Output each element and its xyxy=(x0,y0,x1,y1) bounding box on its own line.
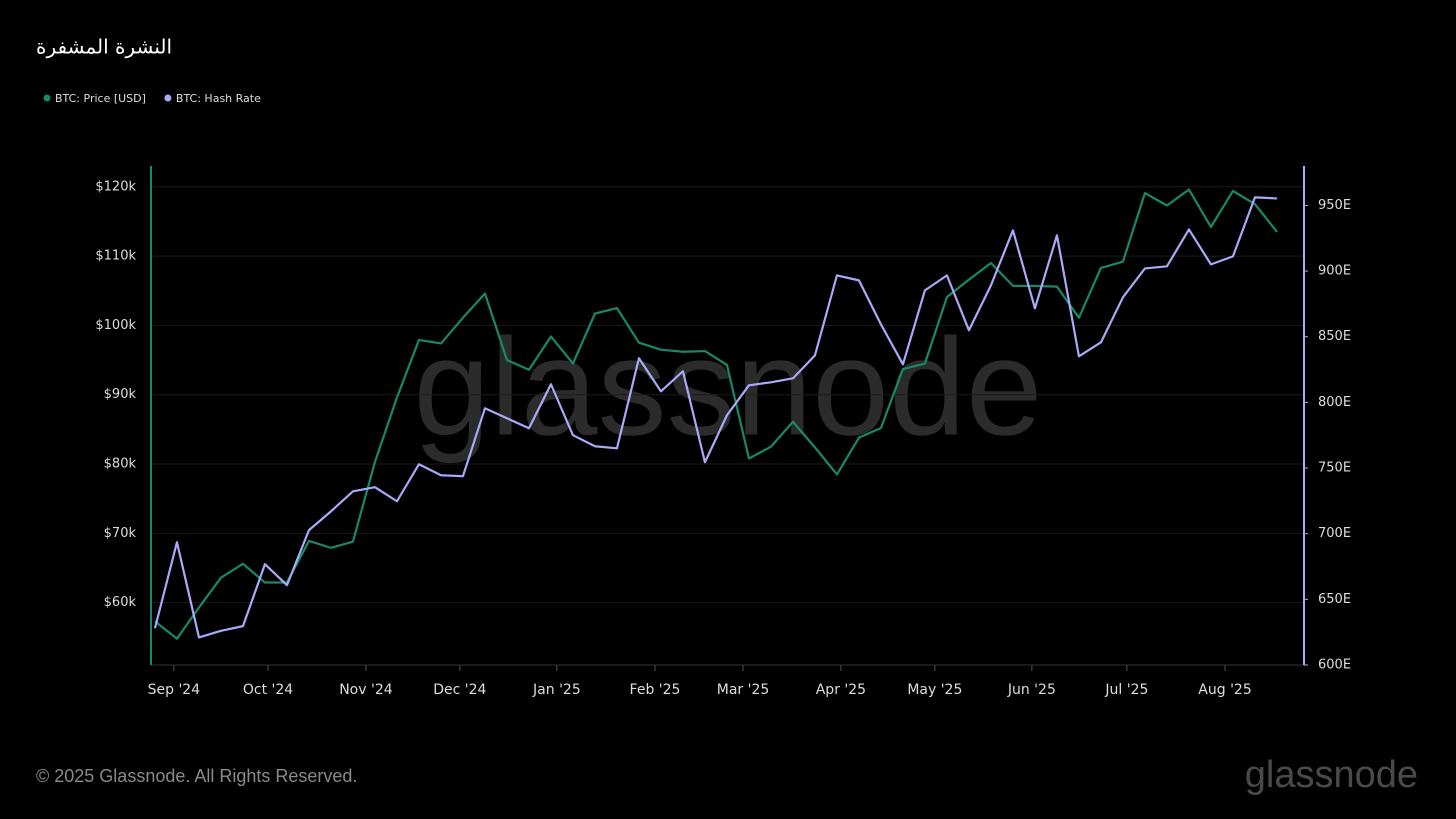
y2-tick-label: 650E xyxy=(1318,592,1351,607)
x-tick-label: Jan '25 xyxy=(532,682,581,698)
y2-tick-label: 750E xyxy=(1318,461,1351,476)
y-tick-label: $110k xyxy=(95,249,136,264)
legend-marker xyxy=(164,94,172,102)
watermark: glassnode xyxy=(413,310,1042,464)
y-tick-label: $60k xyxy=(104,595,137,610)
x-tick-label: Apr '25 xyxy=(816,682,866,698)
series-line xyxy=(154,188,1278,640)
x-tick-label: Jun '25 xyxy=(1007,682,1056,698)
x-tick-label: Jul '25 xyxy=(1104,682,1148,698)
chart-title: النشرة المشفرة xyxy=(36,35,172,59)
copyright: © 2025 Glassnode. All Rights Reserved. xyxy=(36,766,357,786)
x-tick-label: Sep '24 xyxy=(148,682,201,698)
legend-label: BTC: Hash Rate xyxy=(176,92,261,105)
y2-tick-label: 600E xyxy=(1318,658,1351,673)
y2-tick-label: 900E xyxy=(1318,264,1351,279)
y-tick-label: $90k xyxy=(104,387,137,402)
legend-label: BTC: Price [USD] xyxy=(55,92,146,105)
x-tick-label: May '25 xyxy=(907,682,962,698)
x-tick-label: Mar '25 xyxy=(717,682,770,698)
y2-tick-label: 950E xyxy=(1318,198,1351,213)
x-tick-label: Dec '24 xyxy=(433,682,486,698)
y-tick-label: $100k xyxy=(95,318,136,333)
y-tick-label: $80k xyxy=(104,457,137,472)
x-tick-label: Aug '25 xyxy=(1198,682,1251,698)
y2-tick-label: 800E xyxy=(1318,395,1351,410)
y-tick-label: $70k xyxy=(104,526,137,541)
y2-tick-label: 850E xyxy=(1318,329,1351,344)
series-line xyxy=(153,196,1277,639)
logo: glassnode xyxy=(1245,754,1418,796)
x-tick-label: Feb '25 xyxy=(630,682,681,698)
x-tick-label: Nov '24 xyxy=(339,682,393,698)
legend-marker xyxy=(43,94,51,102)
x-tick-label: Oct '24 xyxy=(243,682,293,698)
y2-tick-label: 700E xyxy=(1318,526,1351,541)
y-tick-label: $120k xyxy=(95,179,136,194)
